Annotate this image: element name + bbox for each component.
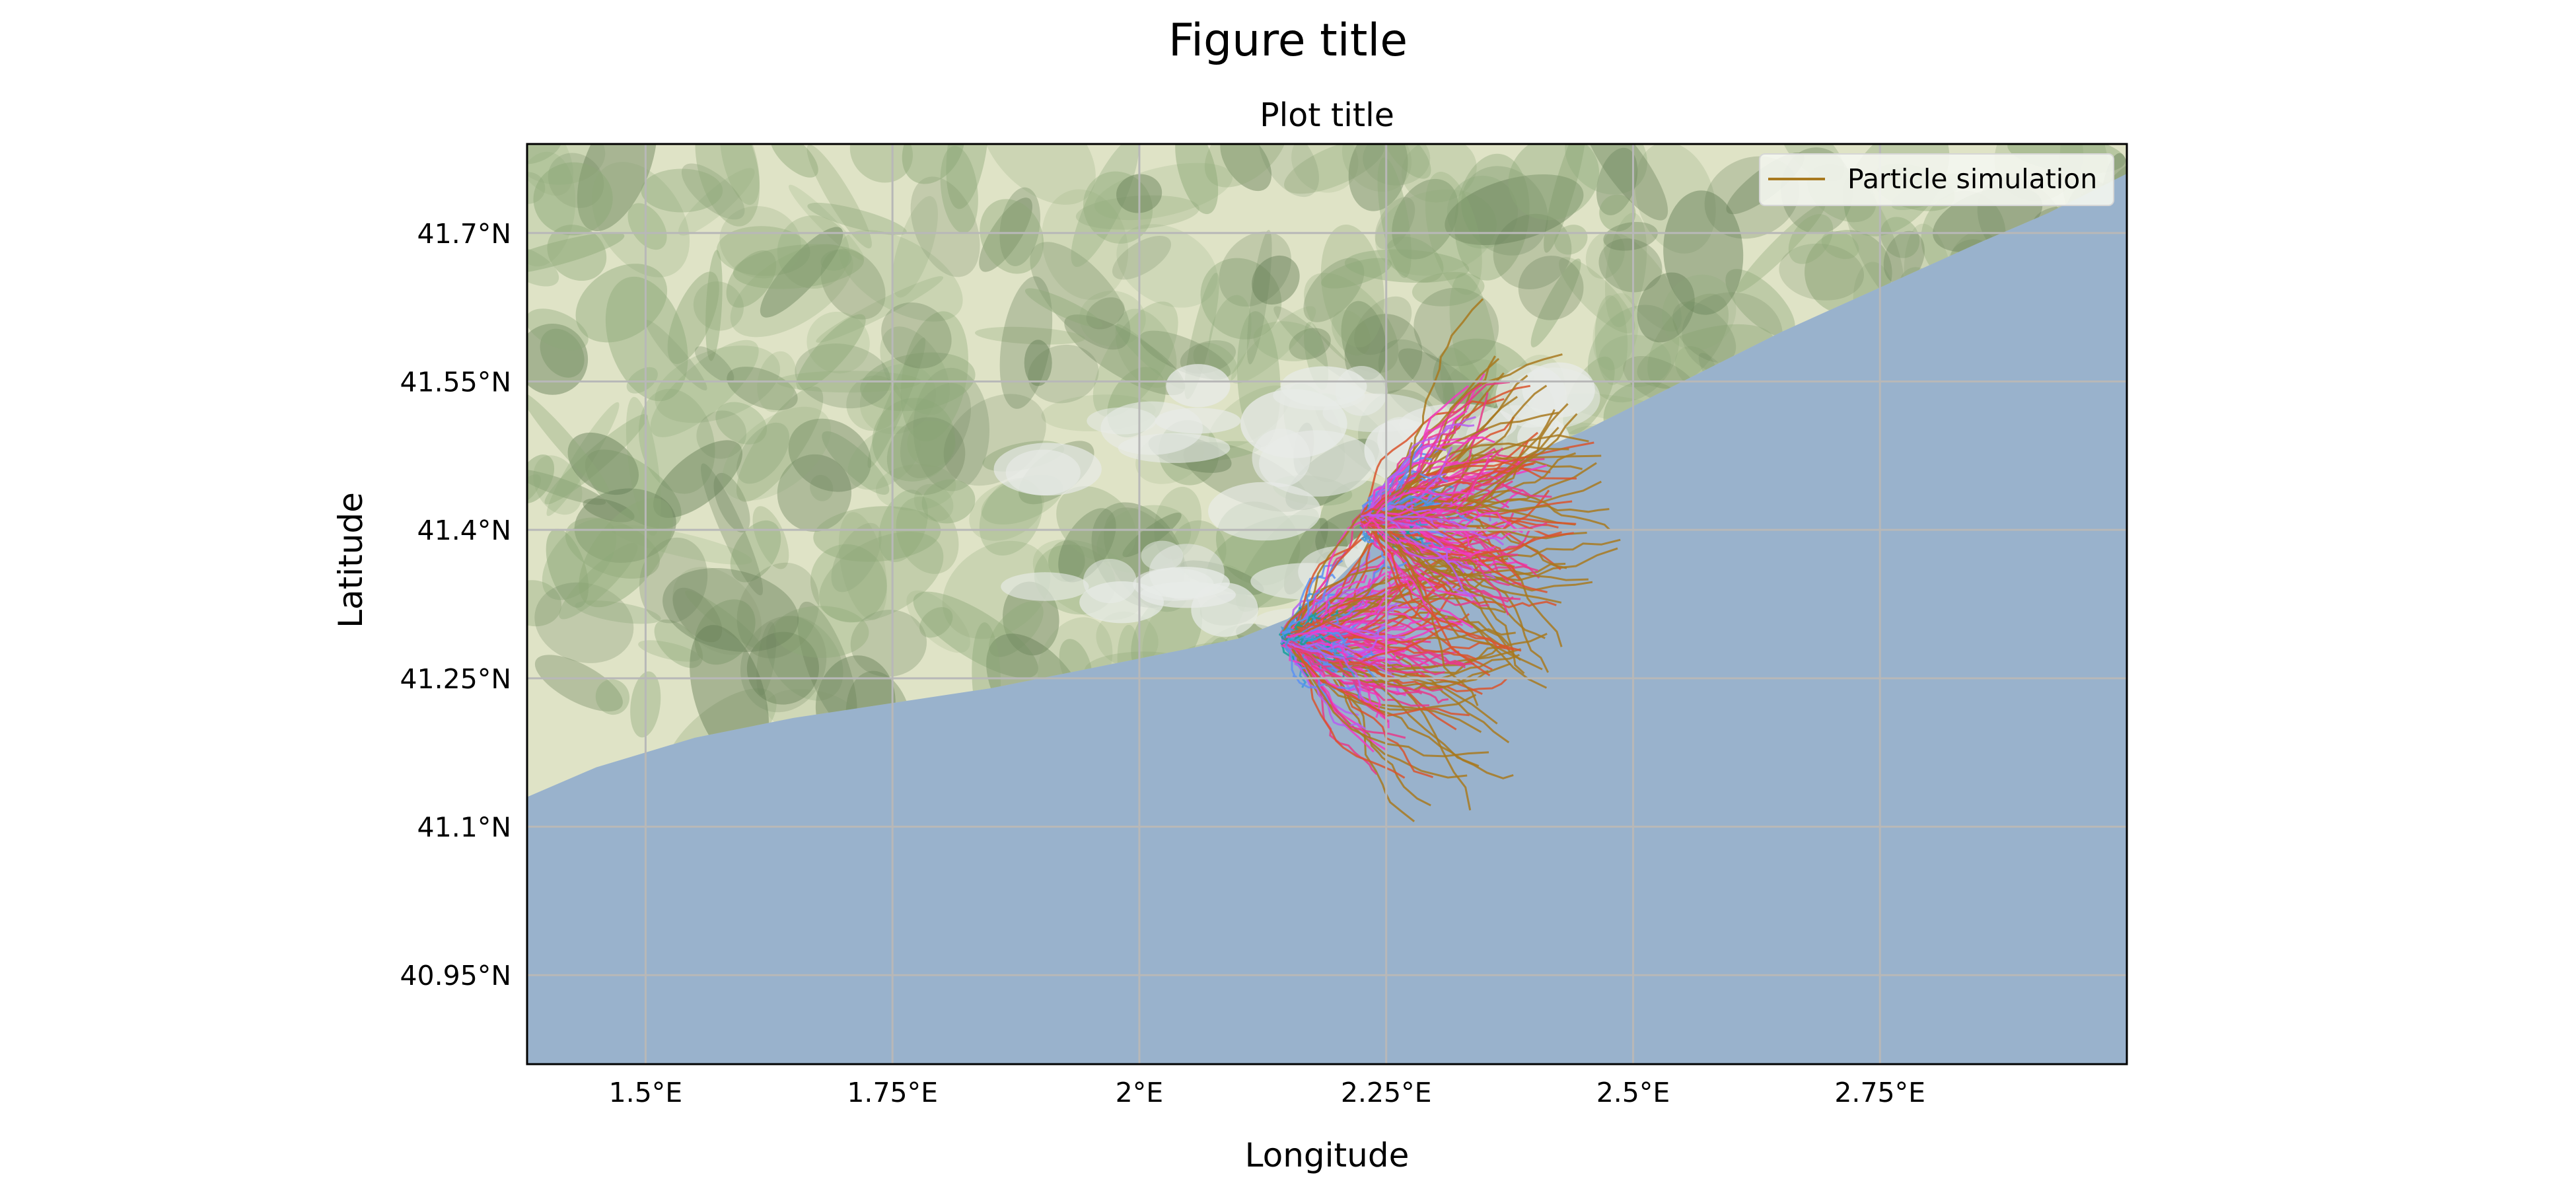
particle-trajectory-295 (1359, 461, 1536, 519)
x-tick-label: 2.5°E (1596, 1077, 1670, 1108)
y-tick-label: 41.1°N (417, 812, 511, 844)
particle-trajectory-334 (1363, 515, 1515, 651)
particle-trajectory-165 (1292, 605, 1399, 653)
y-tick-label: 41.55°N (400, 367, 511, 398)
particle-trajectory-331 (1369, 509, 1523, 534)
particle-trajectory-253 (1359, 489, 1550, 541)
x-axis-ticks: 1.5°E 1.75°E 2°E 2.25°E 2.5°E 2.75°E (609, 1077, 1925, 1108)
x-axis-label: Longitude (1245, 1136, 1410, 1174)
particle-trajectory-338 (1363, 489, 1474, 527)
y-axis-ticks: 41.7°N 41.55°N 41.4°N 41.25°N 41.1°N 40.95°N (400, 218, 511, 991)
particle-trajectory-339 (1361, 514, 1474, 600)
y-tick-label: 41.4°N (417, 515, 511, 546)
particle-trajectory-336 (1371, 519, 1496, 558)
legend-box (1759, 153, 2114, 206)
x-tick-label: 1.5°E (609, 1077, 683, 1108)
particle-trajectory-141 (1280, 589, 1320, 638)
particle-trajectory-144 (1288, 641, 1389, 723)
y-tick-label: 41.25°N (400, 663, 511, 695)
particle-trajectory-282 (1372, 441, 1594, 518)
y-axis-label: Latitude (332, 492, 370, 628)
particle-trajectory-128 (1285, 632, 1449, 704)
plot-title: Plot title (1260, 96, 1394, 134)
particle-trajectory-153 (1287, 633, 1511, 692)
particle-trajectory-290 (1362, 522, 1474, 629)
particle-trajectory-127 (1283, 643, 1357, 690)
particle-trajectory-329 (1365, 426, 1559, 524)
particle-trajectory-328 (1372, 515, 1543, 670)
particle-trajectory-333 (1362, 508, 1548, 594)
particle-trajectory-160 (1285, 643, 1466, 669)
particle-trajectories (1278, 298, 1621, 822)
particle-trajectory-157 (1290, 621, 1493, 654)
x-tick-label: 2°E (1116, 1077, 1164, 1108)
particle-trajectory-324 (1369, 298, 1484, 517)
particle-trajectory-167 (1287, 629, 1398, 645)
legend-label: Particle simulation (1847, 163, 2097, 195)
legend[interactable]: Particle simulation (1759, 153, 2114, 206)
particle-trajectory-325 (1367, 423, 1475, 516)
particle-trajectory-152 (1281, 612, 1317, 646)
particle-trajectory-168 (1281, 639, 1369, 703)
particle-trajectory-309 (1363, 413, 1578, 520)
particle-trajectory-310 (1361, 447, 1453, 522)
grid-lines (527, 144, 2127, 1064)
x-tick-label: 1.75°E (847, 1077, 938, 1108)
particle-trajectory-337 (1369, 513, 1505, 546)
particle-trajectory-133 (1285, 638, 1489, 758)
particle-trajectory-317 (1367, 525, 1589, 581)
particle-trajectory-327 (1371, 505, 1610, 515)
x-tick-label: 2.75°E (1834, 1077, 1925, 1108)
figure-title: Figure title (1168, 15, 1408, 67)
particle-trajectory-319 (1366, 445, 1447, 515)
x-tick-label: 2.25°E (1341, 1077, 1432, 1108)
y-tick-label: 41.7°N (417, 218, 511, 250)
particle-trajectory-140 (1292, 563, 1397, 647)
y-tick-label: 40.95°N (400, 960, 511, 991)
particle-trajectory-108 (1293, 644, 1367, 730)
particle-trajectory-159 (1287, 640, 1470, 717)
plot-frame (526, 143, 2128, 1065)
particle-trajectory-169 (1285, 635, 1323, 646)
particle-trajectory-335 (1361, 447, 1504, 527)
particle-trajectory-166 (1290, 639, 1423, 695)
particle-trajectory-272 (1364, 521, 1528, 569)
